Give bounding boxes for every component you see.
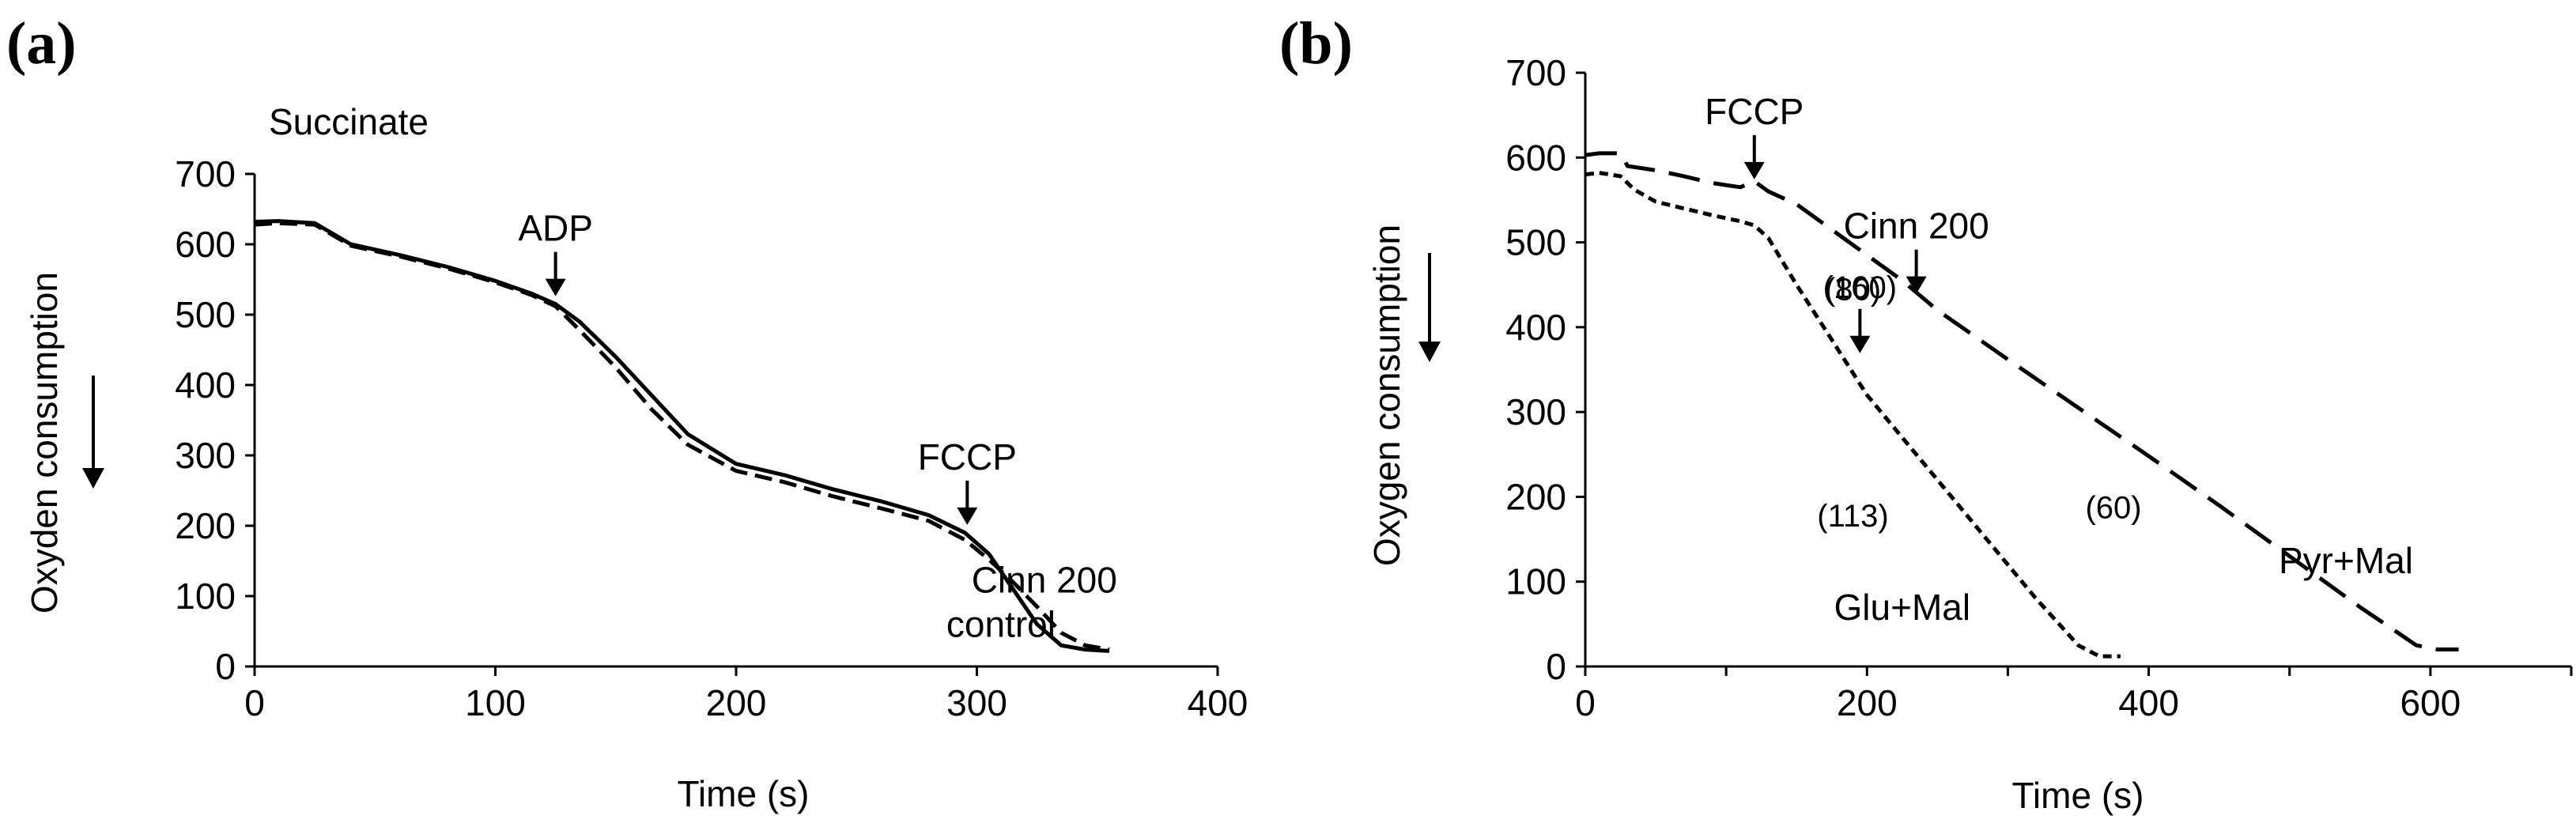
panel-b-annotations: FCCP Cinn 200 (80)(160) (113) (60) Glu+Mal Pyr… bbox=[1705, 91, 2413, 628]
series-glu-mal bbox=[1585, 171, 2121, 659]
y-tick-label: 600 bbox=[175, 224, 236, 265]
y-tick-label: 200 bbox=[175, 505, 236, 546]
panel-a-axes: 0 100 200 300 400 500 600 700 0 100 200 300 400 bbox=[175, 153, 1248, 723]
x-tick-label: 200 bbox=[1837, 682, 1898, 723]
panel-b: (b) Oxygen consumption Time (s) 0 100 200 3… bbox=[1279, 10, 2573, 816]
y-tick-label: 400 bbox=[175, 364, 236, 406]
annotation-control: control bbox=[946, 604, 1056, 645]
x-tick-label: 0 bbox=[244, 682, 265, 723]
x-tick-label: 600 bbox=[2400, 682, 2461, 723]
annotation-cinn-200: Cinn 200 bbox=[1844, 206, 1989, 247]
annotation-60: (60) bbox=[2085, 490, 2141, 525]
panel-b-ylabel: Oxygen consumption bbox=[1366, 225, 1407, 566]
y-tick-label: 500 bbox=[1505, 222, 1566, 263]
y-tick-label: 100 bbox=[175, 576, 236, 617]
y-tick-label: 300 bbox=[175, 435, 236, 476]
annotation-arrowhead bbox=[545, 278, 566, 296]
panel-b-ylabel-arrow bbox=[1418, 253, 1441, 362]
y-tick-label: 400 bbox=[1505, 307, 1566, 348]
panel-a: (a) Succinate Oxyden consumption Time (s… bbox=[6, 10, 1248, 814]
annotation-pyr-mal: Pyr+Mal bbox=[2279, 540, 2413, 581]
annotation-arrowhead bbox=[1743, 161, 1765, 179]
series-cinn-200 bbox=[254, 221, 1110, 652]
annotation-fccp: FCCP bbox=[918, 436, 1017, 478]
annotation-cinn-200: Cinn 200 bbox=[972, 560, 1117, 601]
panel-a-ylabel: Oxyden consumption bbox=[24, 272, 65, 613]
annotation-arrowhead bbox=[1906, 276, 1927, 294]
panel-b-series bbox=[1585, 151, 2459, 659]
panel-b-xlabel: Time (s) bbox=[2012, 775, 2144, 816]
x-tick-label: 200 bbox=[706, 682, 767, 723]
panel-a-series bbox=[254, 219, 1110, 653]
panel-a-xlabel: Time (s) bbox=[678, 773, 810, 814]
y-tick-label: 0 bbox=[215, 646, 236, 687]
y-tick-label: 700 bbox=[1505, 52, 1566, 93]
annotation-glu-mal: Glu+Mal bbox=[1834, 587, 1971, 628]
y-tick-label: 600 bbox=[1505, 137, 1566, 178]
annotation-arrowhead bbox=[957, 507, 978, 525]
annotation-arrowhead bbox=[1849, 335, 1871, 353]
annotation-113: (113) bbox=[1817, 499, 1888, 534]
series-control bbox=[254, 219, 1110, 653]
y-tick-label: 700 bbox=[175, 153, 236, 194]
y-tick-label: 0 bbox=[1546, 646, 1566, 687]
panel-a-label: (a) bbox=[6, 10, 77, 77]
x-tick-label: 300 bbox=[946, 682, 1007, 723]
panel-b-axes: 0 100 200 300 400 500 600 700 0 200 400 600 bbox=[1505, 52, 2573, 723]
y-tick-label: 300 bbox=[1505, 391, 1566, 432]
annotation-160: (160) bbox=[1823, 270, 1897, 305]
annotation-80: (80) bbox=[1825, 273, 1881, 308]
series-pyr-mal bbox=[1585, 151, 2459, 651]
x-tick-label: 400 bbox=[1188, 682, 1248, 723]
y-tick-label: 200 bbox=[1505, 476, 1566, 517]
x-tick-label: 400 bbox=[2118, 682, 2179, 723]
annotation-fccp: FCCP bbox=[1705, 91, 1804, 132]
x-tick-label: 0 bbox=[1575, 682, 1596, 723]
panel-b-label: (b) bbox=[1279, 10, 1353, 77]
panel-a-title: Succinate bbox=[269, 101, 429, 142]
x-tick-label: 100 bbox=[465, 682, 526, 723]
panel-a-ylabel-arrow bbox=[82, 376, 104, 489]
y-tick-label: 100 bbox=[1505, 561, 1566, 602]
annotation-adp: ADP bbox=[518, 208, 593, 249]
y-tick-label: 500 bbox=[175, 294, 236, 335]
